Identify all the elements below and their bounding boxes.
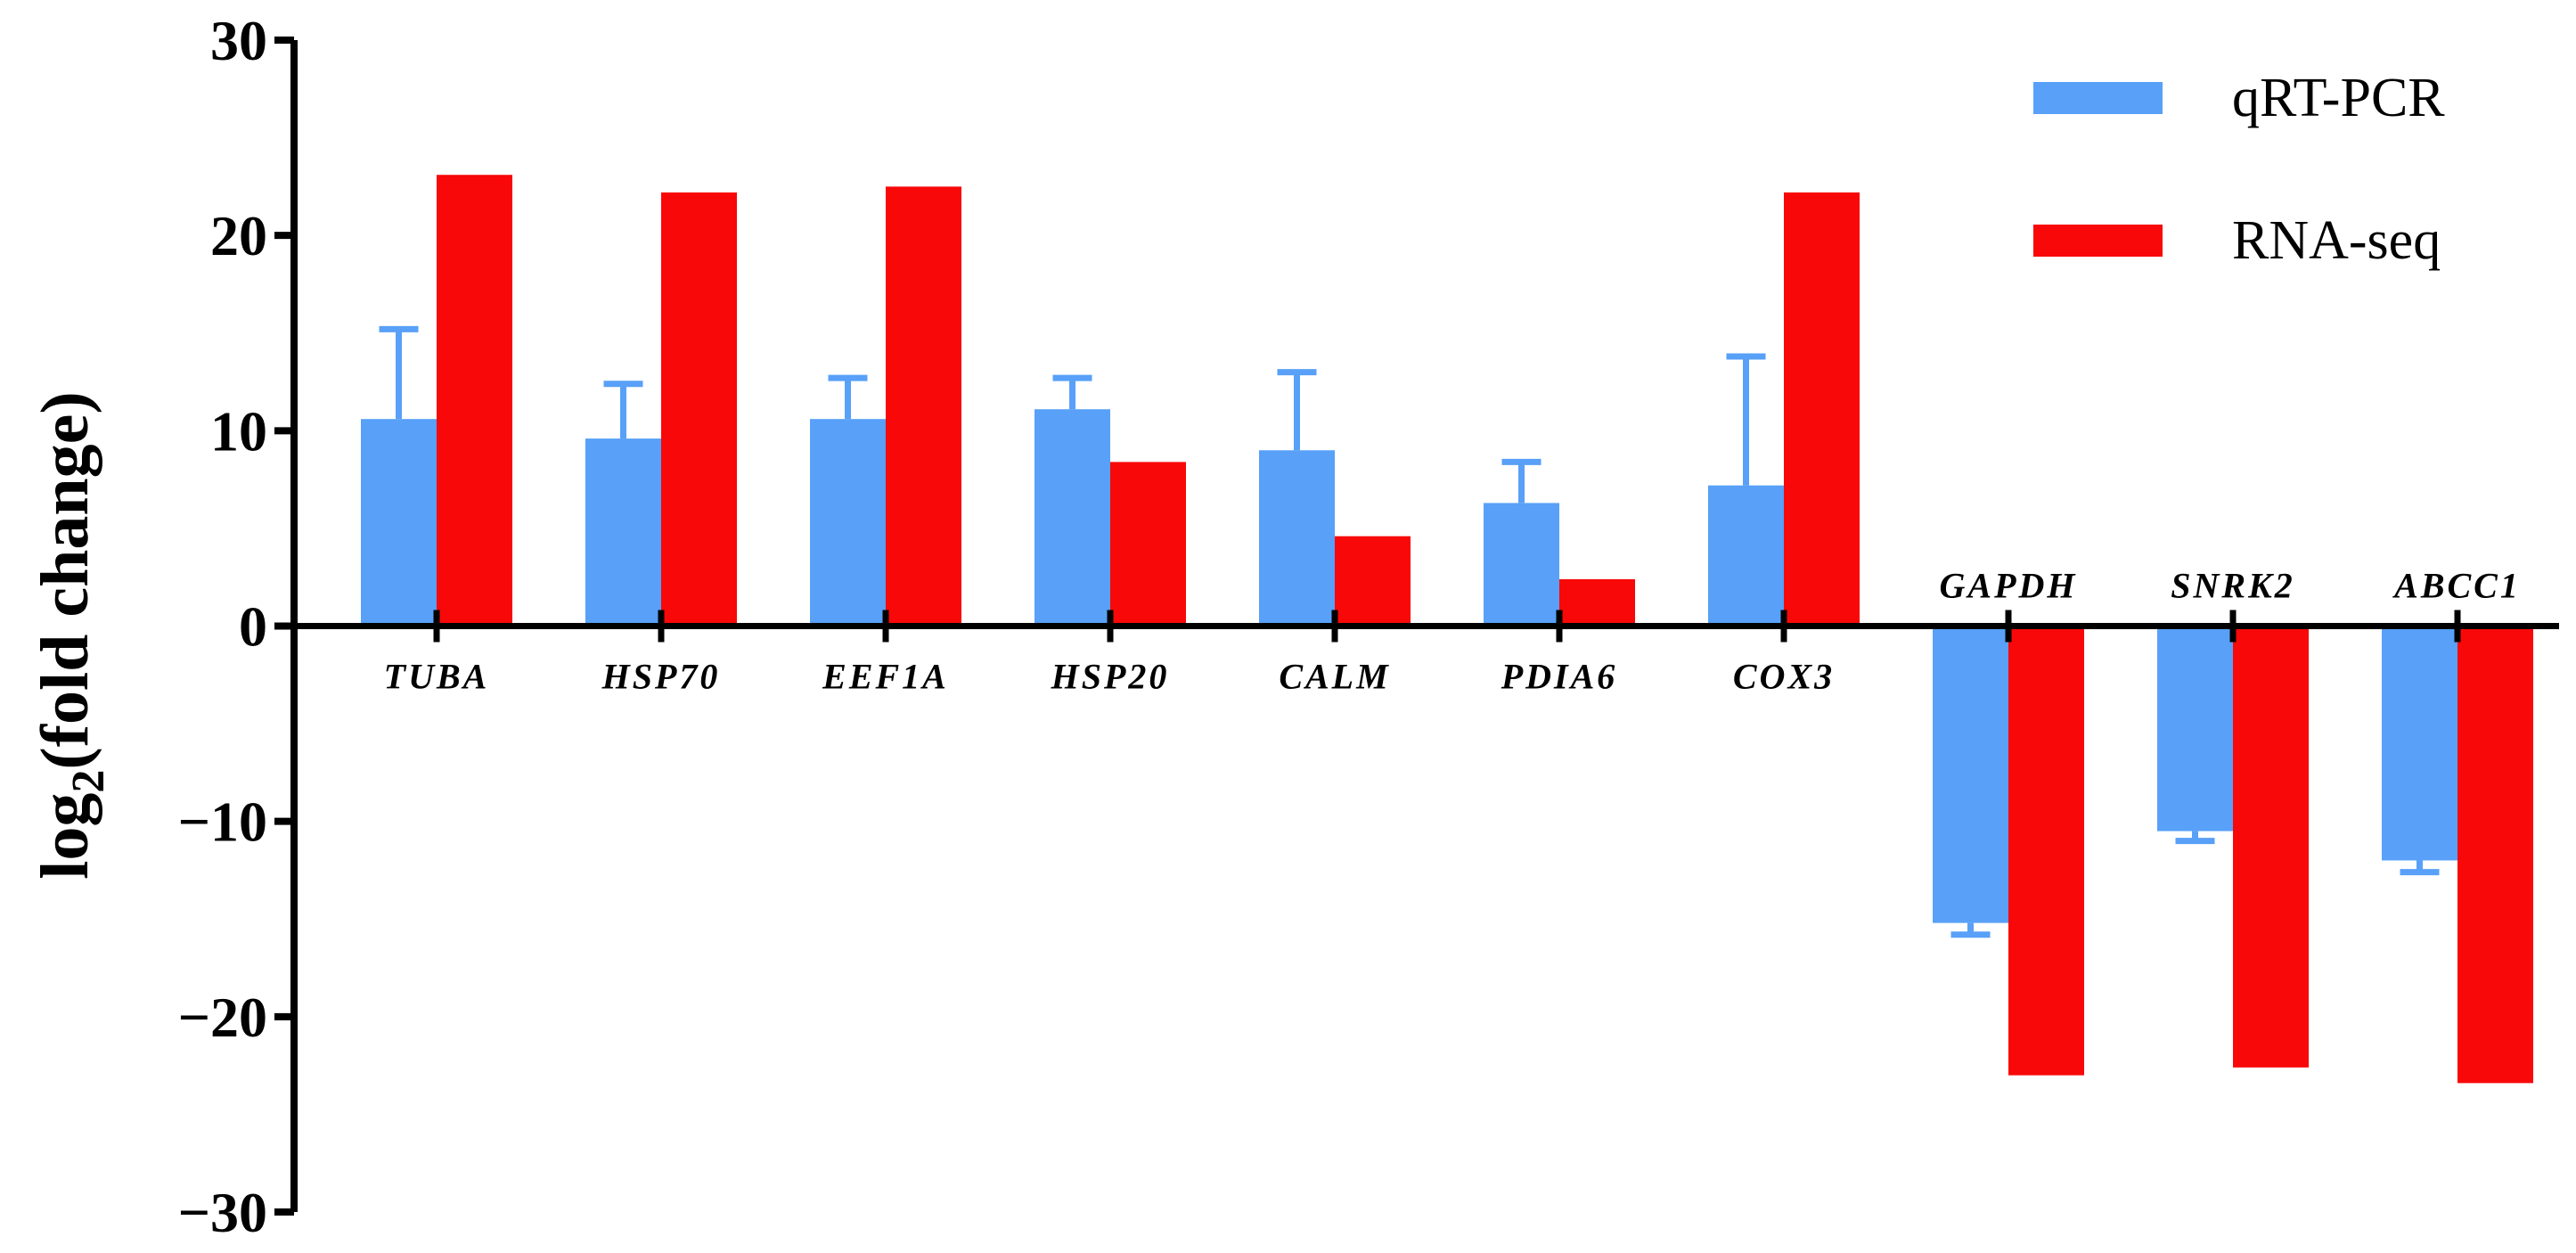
bar-rna-seq-eef1a <box>886 186 961 626</box>
y-ticks-group: 30 20 10 0 −10 −20 −30 <box>178 9 294 1244</box>
bar-qrt-pcr-cox3 <box>1708 485 1784 626</box>
y-tick-label-0: 30 <box>210 9 267 72</box>
bar-qrt-pcr-hsp70 <box>585 438 661 626</box>
axes-group <box>290 40 2559 1212</box>
legend-swatch-qrt-pcr <box>2033 82 2163 114</box>
y-axis-title-main: log <box>28 793 102 880</box>
y-tick-label-1: 20 <box>210 204 267 267</box>
legend: qRT-PCR RNA-seq <box>2033 68 2445 271</box>
category-label-hsp20: HSP20 <box>1051 657 1170 697</box>
bar-qrt-pcr-abcc1 <box>2382 626 2457 861</box>
y-axis-title-subscript: 2 <box>63 770 114 793</box>
bar-rna-seq-cox3 <box>1784 192 1860 626</box>
bar-rna-seq-tuba <box>437 175 512 626</box>
bar-rna-seq-hsp20 <box>1110 462 1186 626</box>
category-label-tuba: TUBA <box>384 657 490 697</box>
y-tick-label-4: −10 <box>178 790 267 854</box>
y-tick-label-2: 10 <box>210 399 267 463</box>
bar-qrt-pcr-hsp20 <box>1034 409 1110 626</box>
bar-qrt-pcr-snrk2 <box>2157 626 2233 831</box>
bar-rna-seq-gapdh <box>2008 626 2084 1076</box>
bar-rna-seq-pdia6 <box>1559 578 1635 626</box>
legend-label-qrt-pcr: qRT-PCR <box>2232 68 2445 128</box>
legend-label-rna-seq: RNA-seq <box>2232 210 2441 271</box>
y-axis-title-suffix: (fold change) <box>28 391 102 769</box>
category-label-abcc1: ABCC1 <box>2392 566 2521 606</box>
y-axis-title: log2(fold change) <box>28 391 114 879</box>
category-label-cox3: COX3 <box>1733 657 1835 697</box>
bars-group <box>361 175 2533 1084</box>
bar-rna-seq-abcc1 <box>2457 626 2533 1084</box>
category-label-eef1a: EEF1A <box>822 657 949 697</box>
y-tick-label-6: −30 <box>178 1181 267 1244</box>
category-label-hsp70: HSP70 <box>601 657 721 697</box>
bar-qrt-pcr-calm <box>1259 450 1335 626</box>
category-label-gapdh: GAPDH <box>1940 566 2078 606</box>
category-label-pdia6: PDIA6 <box>1501 657 1618 697</box>
legend-swatch-rna-seq <box>2033 225 2163 257</box>
error-bars-group <box>379 325 2440 938</box>
y-tick-label-5: −20 <box>178 986 267 1049</box>
category-label-snrk2: SNRK2 <box>2171 566 2295 606</box>
category-label-calm: CALM <box>1279 657 1390 697</box>
y-tick-label-3: 0 <box>239 595 267 659</box>
bar-qrt-pcr-gapdh <box>1933 626 2008 923</box>
bar-rna-seq-hsp70 <box>661 192 737 626</box>
bar-qrt-pcr-pdia6 <box>1484 503 1559 626</box>
bar-rna-seq-calm <box>1335 536 1411 626</box>
bar-qrt-pcr-eef1a <box>810 419 886 626</box>
bar-rna-seq-snrk2 <box>2233 626 2309 1068</box>
category-labels-group: TUBA HSP70 EEF1A HSP20 CALM PDIA6 COX3 GAPDH SNR… <box>384 566 2521 697</box>
bar-qrt-pcr-tuba <box>361 419 437 626</box>
